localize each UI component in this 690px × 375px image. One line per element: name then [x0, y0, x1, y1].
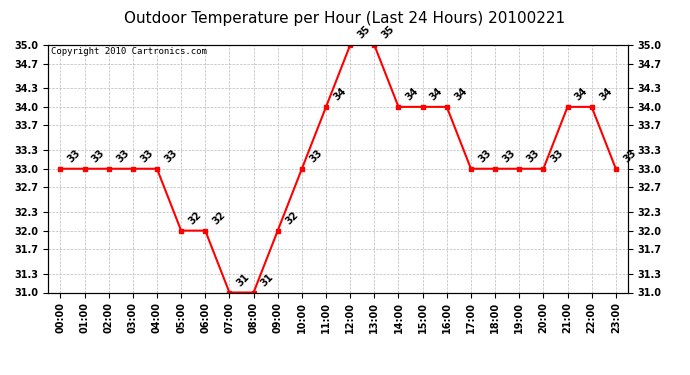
- Text: 34: 34: [598, 86, 614, 103]
- Text: 33: 33: [66, 148, 83, 165]
- Text: 34: 34: [404, 86, 421, 103]
- Text: 33: 33: [549, 148, 566, 165]
- Text: 31: 31: [259, 272, 276, 288]
- Text: 33: 33: [139, 148, 155, 165]
- Text: 33: 33: [622, 148, 638, 165]
- Text: 31: 31: [235, 272, 252, 288]
- Text: Copyright 2010 Cartronics.com: Copyright 2010 Cartronics.com: [51, 48, 207, 57]
- Text: 34: 34: [428, 86, 445, 103]
- Text: 33: 33: [163, 148, 179, 165]
- Text: 33: 33: [308, 148, 324, 165]
- Text: 35: 35: [380, 24, 397, 41]
- Text: 35: 35: [356, 24, 373, 41]
- Text: 33: 33: [525, 148, 542, 165]
- Text: 32: 32: [284, 210, 300, 226]
- Text: 34: 34: [453, 86, 469, 103]
- Text: 33: 33: [90, 148, 107, 165]
- Text: 33: 33: [115, 148, 131, 165]
- Text: Outdoor Temperature per Hour (Last 24 Hours) 20100221: Outdoor Temperature per Hour (Last 24 Ho…: [124, 11, 566, 26]
- Text: 33: 33: [477, 148, 493, 165]
- Text: 33: 33: [501, 148, 518, 165]
- Text: 34: 34: [573, 86, 590, 103]
- Text: 32: 32: [211, 210, 228, 226]
- Text: 34: 34: [332, 86, 348, 103]
- Text: 32: 32: [187, 210, 204, 226]
